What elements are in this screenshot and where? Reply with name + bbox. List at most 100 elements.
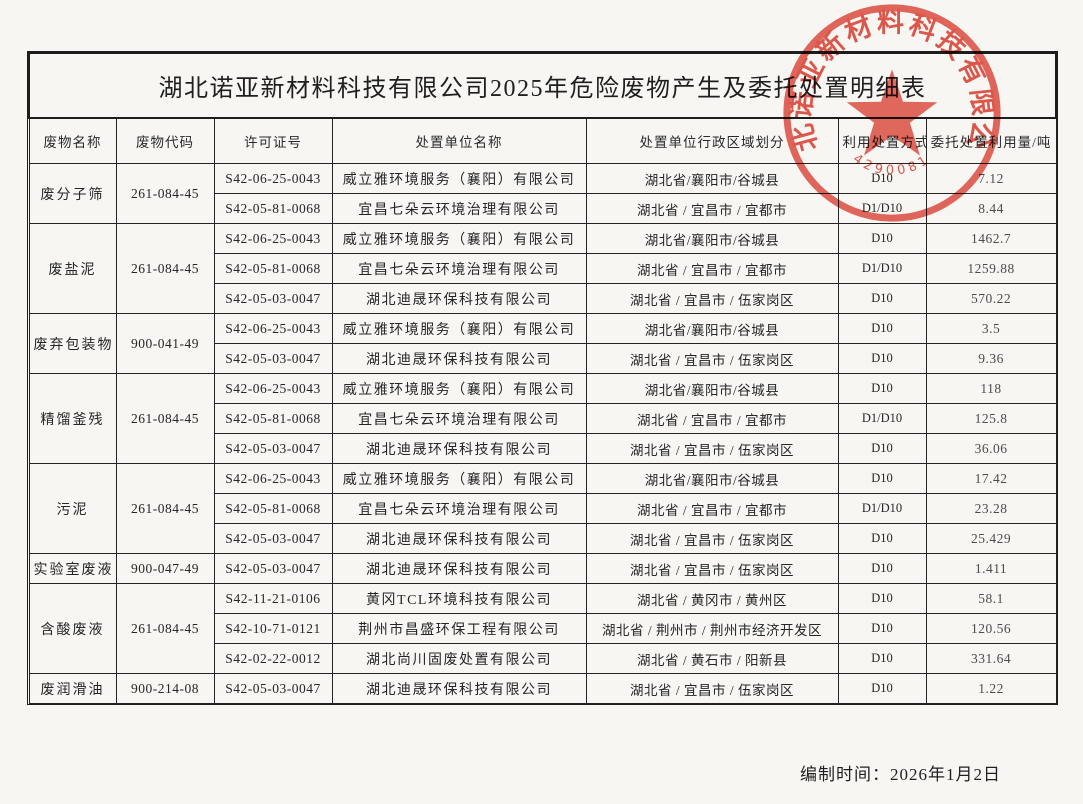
amount-cell: 8.44 — [925, 193, 1057, 224]
company-cell: 威立雅环境服务（襄阳）有限公司 — [331, 313, 587, 344]
company-cell: 宜昌七朵云环境治理有限公司 — [331, 253, 587, 284]
waste-name-cell: 精馏釜残 — [28, 373, 117, 464]
license-cell: S42-05-03-0047 — [213, 433, 333, 464]
company-cell: 威立雅环境服务（襄阳）有限公司 — [331, 163, 587, 194]
company-cell: 威立雅环境服务（襄阳）有限公司 — [331, 373, 587, 404]
region-cell: 湖北省 / 宜昌市 / 伍家岗区 — [585, 523, 839, 554]
waste-code-cell: 261-084-45 — [115, 583, 215, 674]
table-row: S42-05-81-0068 宜昌七朵云环境治理有限公司 湖北省 / 宜昌市 / 宜… — [29, 403, 1057, 434]
license-cell: S42-11-21-0106 — [213, 583, 333, 614]
region-cell: 湖北省 / 黄冈市 / 黄州区 — [585, 583, 839, 614]
amount-cell: 331.64 — [925, 643, 1057, 674]
region-cell: 湖北省 / 荆州市 / 荆州市经济开发区 — [585, 613, 839, 644]
waste-name-cell: 废润滑油 — [28, 673, 117, 704]
method-cell: D10 — [837, 673, 927, 704]
license-cell: S42-05-81-0068 — [213, 193, 333, 224]
waste-code-cell: 261-084-45 — [115, 223, 215, 314]
region-cell: 湖北省 / 黄石市 / 阳新县 — [585, 643, 839, 674]
amount-cell: 17.42 — [925, 463, 1057, 494]
company-cell: 湖北尚川固废处置有限公司 — [331, 643, 587, 674]
hazardous-waste-table: 湖北诺亚新材料科技有限公司2025年危险废物产生及委托处置明细表 废物名称 废物… — [27, 52, 1058, 704]
prepared-time: 编制时间：2026年1月2日 — [800, 760, 1001, 785]
license-cell: S42-05-81-0068 — [213, 493, 333, 524]
amount-cell: 9.36 — [925, 343, 1057, 374]
company-cell: 宜昌七朵云环境治理有限公司 — [331, 493, 587, 524]
table-row: 废分子筛 261-084-45 S42-06-25-0043 威立雅环境服务（襄阳）有… — [28, 163, 1057, 224]
company-cell: 湖北迪晟环保科技有限公司 — [331, 283, 587, 314]
waste-code-cell: 900-047-49 — [115, 553, 215, 584]
method-cell: D10 — [837, 613, 927, 644]
table-row: S42-02-22-0012 湖北尚川固废处置有限公司 湖北省 / 黄石市 / 阳新… — [29, 643, 1057, 674]
table-header-row: 废物名称 废物代码 许可证号 处置单位名称 处置单位行政区域划分 利用处置方式 … — [28, 117, 1057, 164]
table-row: S42-05-03-0047 湖北迪晟环保科技有限公司 湖北省 / 宜昌市 / 伍家… — [29, 343, 1057, 374]
waste-name-cell: 废盐泥 — [28, 223, 117, 314]
license-cell: S42-06-25-0043 — [213, 373, 333, 404]
amount-cell: 120.56 — [925, 613, 1057, 644]
license-cell: S42-05-03-0047 — [213, 553, 333, 584]
waste-name-cell: 废分子筛 — [28, 163, 117, 224]
table-row: S42-05-81-0068 宜昌七朵云环境治理有限公司 湖北省 / 宜昌市 / 宜… — [29, 253, 1057, 284]
company-cell: 宜昌七朵云环境治理有限公司 — [331, 193, 587, 224]
table-row: 废弃包装物 900-041-49 S42-06-25-0043 威立雅环境服务（襄阳）… — [28, 313, 1057, 374]
region-cell: 湖北省 / 宜昌市 / 伍家岗区 — [585, 553, 839, 584]
table-row: S42-05-03-0047 湖北迪晟环保科技有限公司 湖北省 / 宜昌市 / 伍家… — [29, 433, 1057, 464]
method-cell: D10 — [837, 433, 927, 464]
method-cell: D10 — [837, 283, 927, 314]
company-cell: 湖北迪晟环保科技有限公司 — [331, 523, 587, 554]
region-cell: 湖北省/襄阳市/谷城县 — [585, 223, 839, 254]
company-cell: 湖北迪晟环保科技有限公司 — [331, 343, 587, 374]
license-cell: S42-06-25-0043 — [213, 163, 333, 194]
region-cell: 湖北省 / 宜昌市 / 宜都市 — [585, 403, 839, 434]
license-cell: S42-06-25-0043 — [213, 463, 333, 494]
company-cell: 威立雅环境服务（襄阳）有限公司 — [331, 223, 587, 254]
table-row: 含酸废液 261-084-45 S42-11-21-0106 黄冈TCL环境科技有限公… — [28, 583, 1057, 674]
waste-code-cell: 900-041-49 — [115, 313, 215, 374]
license-cell: S42-06-25-0043 — [213, 223, 333, 254]
region-cell: 湖北省 / 宜昌市 / 伍家岗区 — [585, 673, 839, 704]
waste-code-cell: 900-214-08 — [115, 673, 215, 704]
amount-cell: 36.06 — [925, 433, 1057, 464]
company-cell: 湖北迪晟环保科技有限公司 — [331, 673, 587, 704]
amount-cell: 25.429 — [925, 523, 1057, 554]
table-row: 污泥 261-084-45 S42-06-25-0043 威立雅环境服务（襄阳）有限公… — [28, 463, 1057, 554]
col-header-license-no: 许可证号 — [213, 117, 333, 164]
waste-table-body: 废分子筛 261-084-45 S42-06-25-0043 威立雅环境服务（襄阳）有… — [28, 163, 1057, 704]
table-row: 废盐泥 261-084-45 S42-06-25-0043 威立雅环境服务（襄阳）有限… — [28, 223, 1057, 314]
company-cell: 黄冈TCL环境科技有限公司 — [331, 583, 587, 614]
license-cell: S42-05-03-0047 — [213, 523, 333, 554]
waste-name-cell: 含酸废液 — [28, 583, 117, 674]
amount-cell: 7.12 — [925, 163, 1057, 194]
region-cell: 湖北省 / 宜昌市 / 伍家岗区 — [585, 343, 839, 374]
table-title-row: 湖北诺亚新材料科技有限公司2025年危险废物产生及委托处置明细表 — [27, 52, 1058, 119]
license-cell: S42-10-71-0121 — [213, 613, 333, 644]
license-cell: S42-05-81-0068 — [213, 253, 333, 284]
waste-code-cell: 261-084-45 — [115, 463, 215, 554]
method-cell: D10 — [837, 553, 927, 584]
region-cell: 湖北省 / 宜昌市 / 宜都市 — [585, 493, 839, 524]
method-cell: D1/D10 — [837, 253, 927, 284]
method-cell: D10 — [837, 343, 927, 374]
region-cell: 湖北省/襄阳市/谷城县 — [585, 463, 839, 494]
license-cell: S42-05-03-0047 — [213, 673, 333, 704]
region-cell: 湖北省/襄阳市/谷城县 — [585, 313, 839, 344]
col-header-disposal-unit: 处置单位名称 — [331, 117, 587, 164]
license-cell: S42-06-25-0043 — [213, 313, 333, 344]
waste-name-cell: 实验室废液 — [28, 553, 117, 584]
region-cell: 湖北省 / 宜昌市 / 伍家岗区 — [585, 433, 839, 464]
license-cell: S42-05-03-0047 — [213, 343, 333, 374]
table-row: 废润滑油 900-214-08 S42-05-03-0047 湖北迪晟环保科技有限公司… — [28, 673, 1057, 704]
company-cell: 威立雅环境服务（襄阳）有限公司 — [331, 463, 587, 494]
region-cell: 湖北省 / 宜昌市 / 伍家岗区 — [585, 283, 839, 314]
waste-code-cell: 261-084-45 — [115, 373, 215, 464]
company-cell: 湖北迪晟环保科技有限公司 — [331, 433, 587, 464]
waste-code-cell: 261-084-45 — [115, 163, 215, 224]
table-row: S42-10-71-0121 荆州市昌盛环保工程有限公司 湖北省 / 荆州市 / 荆… — [29, 613, 1057, 644]
method-cell: D10 — [837, 523, 927, 554]
company-cell: 荆州市昌盛环保工程有限公司 — [331, 613, 587, 644]
company-cell: 湖北迪晟环保科技有限公司 — [331, 553, 587, 584]
amount-cell: 1.411 — [925, 553, 1057, 584]
col-header-waste-code: 废物代码 — [115, 117, 215, 164]
waste-name-cell: 废弃包装物 — [28, 313, 117, 374]
license-cell: S42-05-81-0068 — [213, 403, 333, 434]
